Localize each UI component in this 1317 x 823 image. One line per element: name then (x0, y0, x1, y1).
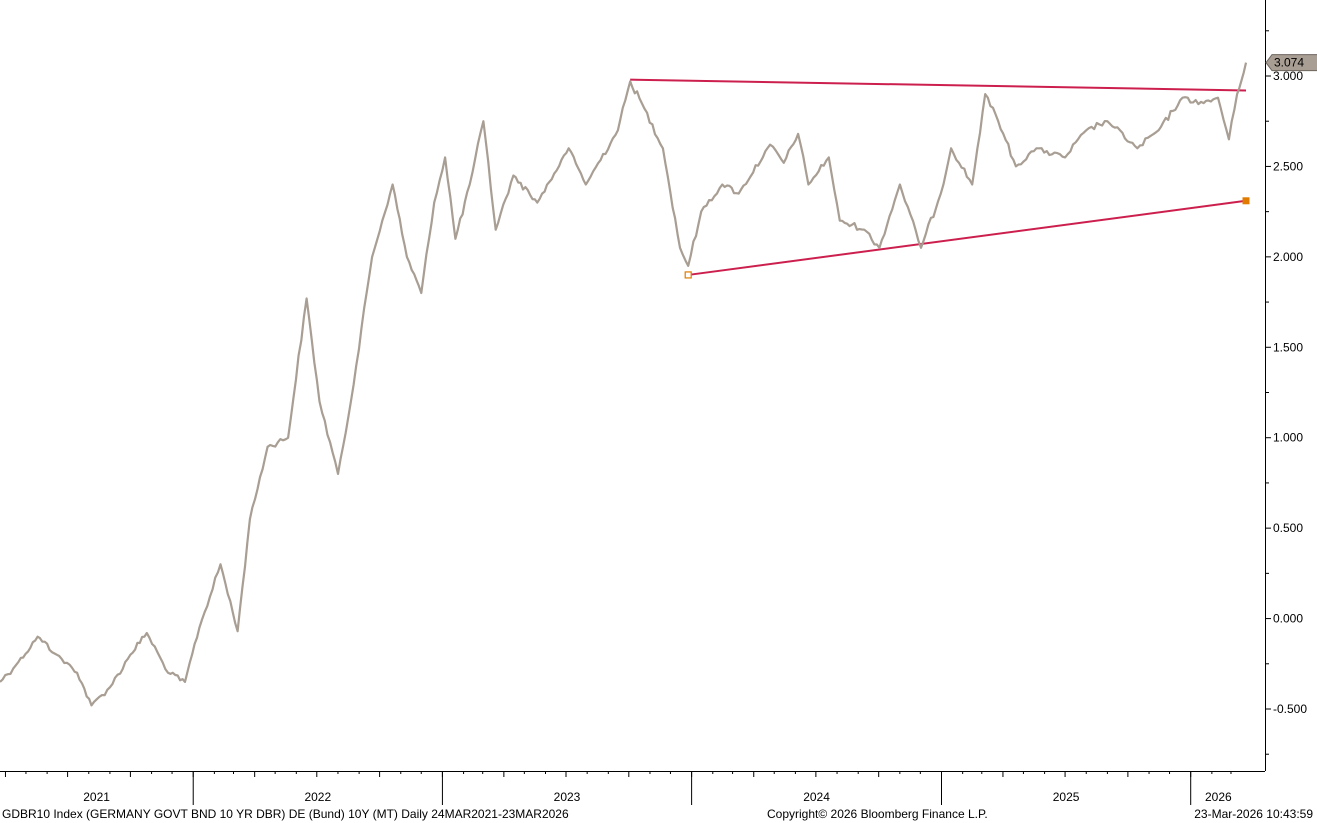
x-axis: 2021 2022 2023 2024 2025 2026 (0, 771, 1265, 805)
y-tick-label: 3.000 (1273, 69, 1303, 83)
last-value-tag (1265, 54, 1317, 72)
series-line-0 (0, 62, 1248, 707)
x-year-label: 2026 (1205, 790, 1232, 804)
trendline-1 (688, 199, 1247, 276)
x-year-label: 2025 (1053, 790, 1080, 804)
trendline-0 (630, 78, 1247, 92)
y-tick-label: -0.500 (1273, 702, 1307, 716)
x-year-label: 2024 (803, 790, 830, 804)
y-axis: -0.500 0.000 0.500 1.000 1.500 2.000 2.500 3.00… (1265, 0, 1307, 771)
trendline-end-handle (1242, 197, 1250, 205)
x-year-label: 2022 (304, 790, 331, 804)
trendline-start-handle (684, 271, 692, 279)
x-year-label: 2021 (83, 790, 110, 804)
footer-timestamp: 23-Mar-2026 10:43:59 (1194, 807, 1313, 821)
last-value-label: 3.074 (1274, 56, 1304, 70)
y-tick-label: 0.000 (1273, 612, 1303, 626)
footer-security-description: GDBR10 Index (GERMANY GOVT BND 10 YR DBR… (2, 807, 569, 821)
y-tick-label: 1.500 (1273, 340, 1303, 354)
y-tick-label: 0.500 (1273, 521, 1303, 535)
y-tick-label: 2.500 (1273, 159, 1303, 173)
x-year-label: 2023 (554, 790, 581, 804)
series-layer (0, 62, 1248, 707)
footer-copyright: Copyright© 2026 Bloomberg Finance L.P. (767, 807, 988, 821)
y-tick-label: 1.000 (1273, 431, 1303, 445)
y-tick-label: 2.000 (1273, 250, 1303, 264)
trendlines (630, 78, 1250, 279)
last-value-marker: 3.074 (1265, 54, 1317, 72)
